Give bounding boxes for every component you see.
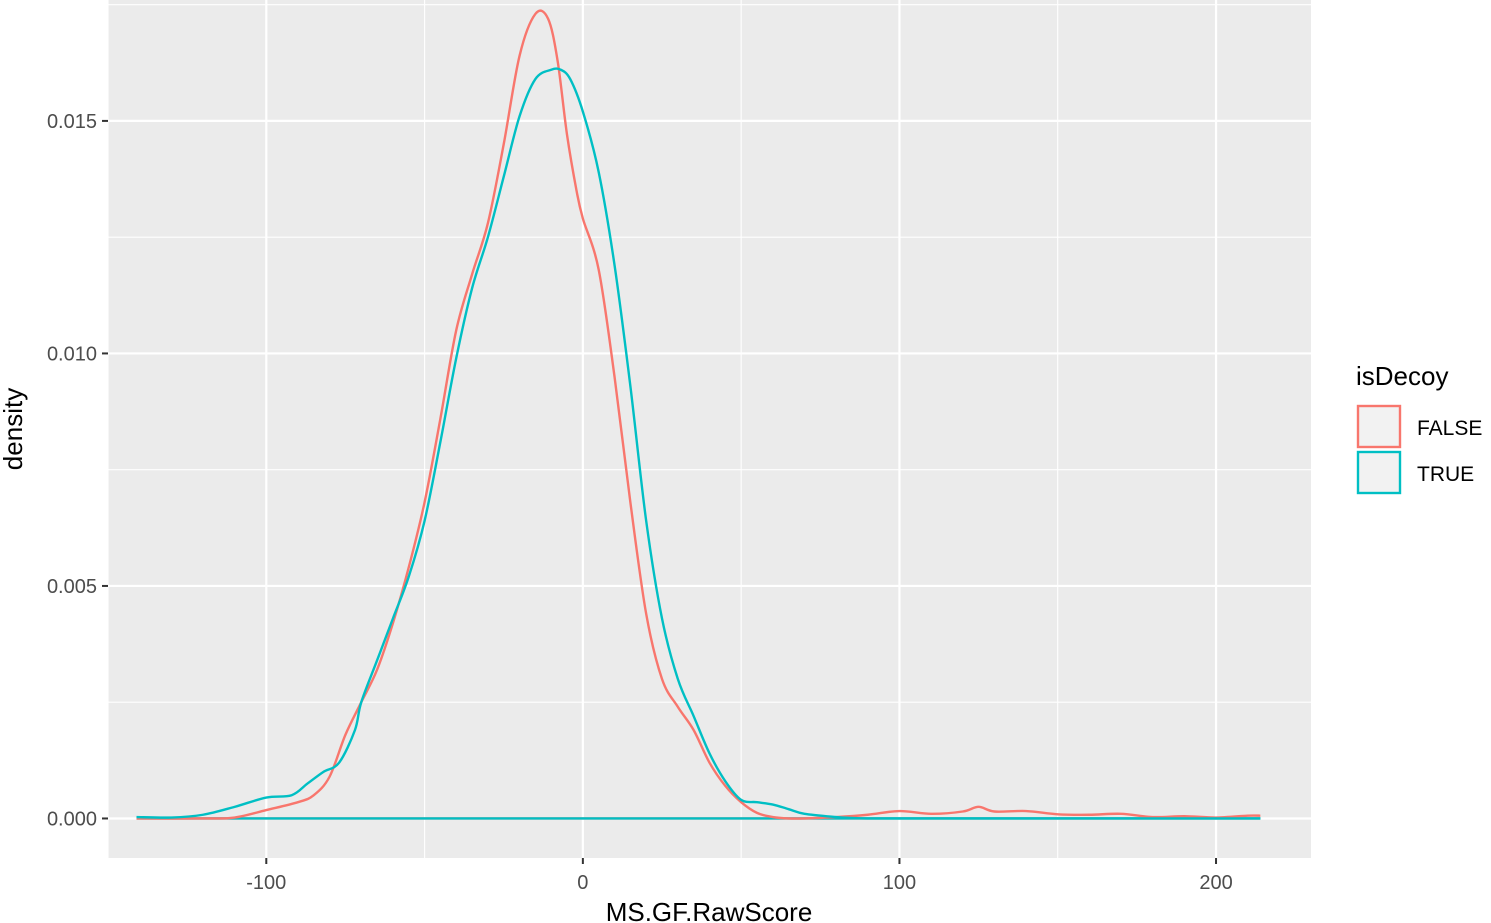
y-tick-label: 0.005 (47, 576, 97, 598)
x-tick-label: -100 (246, 872, 286, 894)
legend-label-false: FALSE (1417, 417, 1482, 440)
legend-key-false (1356, 404, 1402, 449)
density-curve-true (136, 67, 1261, 820)
x-axis-title: MS.GF.RawScore (606, 897, 813, 923)
minor-gridlines (107, 0, 1311, 858)
y-tick-label: 0.015 (47, 111, 97, 133)
x-axis: -100 0 100 200 (246, 858, 1233, 894)
legend-label-true: TRUE (1417, 463, 1474, 486)
legend-title: isDecoy (1356, 361, 1448, 391)
x-tick-label: 0 (577, 872, 588, 894)
y-axis: 0.000 0.005 0.010 0.015 (47, 111, 108, 830)
x-tick-label: 200 (1199, 872, 1232, 894)
y-tick-label: 0.000 (47, 808, 97, 830)
legend: isDecoy FALSE TRUE (1356, 361, 1482, 495)
x-tick-label: 100 (883, 872, 916, 894)
density-curve-false (136, 9, 1261, 820)
plot-panel (108, 0, 1311, 858)
legend-key-true (1356, 450, 1402, 495)
y-tick-label: 0.010 (47, 343, 97, 365)
density-curves (136, 9, 1261, 820)
y-axis-title: density (0, 388, 28, 470)
